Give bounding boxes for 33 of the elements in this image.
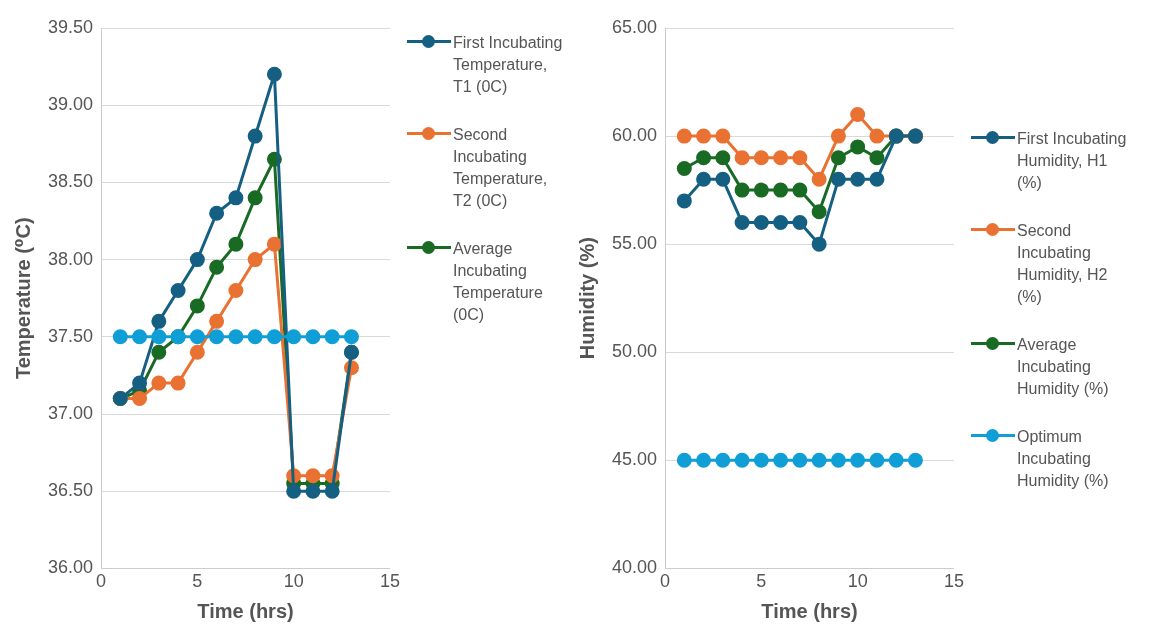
y-axis-title: Humidity (%) [575,237,598,360]
y-tick-label: 38.50 [48,171,94,192]
legend-label: Second Incubating Humidity, H2 (%) [1017,221,1109,307]
x-tick-label: 5 [756,571,767,592]
legend-label: Optimum Incubating Humidity (%) [1017,427,1110,491]
x-tick-label: 0 [96,571,107,592]
legend-label: Second Incubating Temperature, T2 (0C) [453,125,549,211]
legend-label: Average Incubating Humidity (%) [1017,335,1110,399]
y-tick-label: 38.00 [48,248,94,269]
x-tick-label: 15 [943,571,964,592]
x-tick-label: 10 [847,571,868,592]
y-tick-label: 37.50 [48,325,94,346]
y-tick-label: 36.50 [48,480,94,501]
y-tick-label: 55.00 [612,233,658,254]
x-tick-label: 10 [283,571,304,592]
y-tick-label: 50.00 [612,341,658,362]
y-tick-label: 39.00 [48,94,94,115]
legend-label: First Incubating Temperature, T1 (0C) [453,33,563,97]
y-tick-label: 36.00 [48,557,94,578]
y-tick-label: 39.50 [48,16,94,37]
x-tick-label: 15 [379,571,400,592]
y-tick-label: 40.00 [612,557,658,578]
x-axis-title: Time (hrs) [197,599,294,622]
y-tick-label: 60.00 [612,125,658,146]
x-tick-label: 5 [192,571,203,592]
y-tick-label: 45.00 [612,449,658,470]
legend-label: First Incubating Humidity, H1 (%) [1017,129,1127,193]
x-tick-label: 0 [660,571,671,592]
y-tick-label: 65.00 [612,16,658,37]
x-axis-title: Time (hrs) [761,599,858,622]
legend-label: Average Incubating Temperature (0C) [453,239,544,325]
y-axis-title: Temperature (⁰C) [11,217,34,380]
y-tick-label: 37.00 [48,402,94,423]
